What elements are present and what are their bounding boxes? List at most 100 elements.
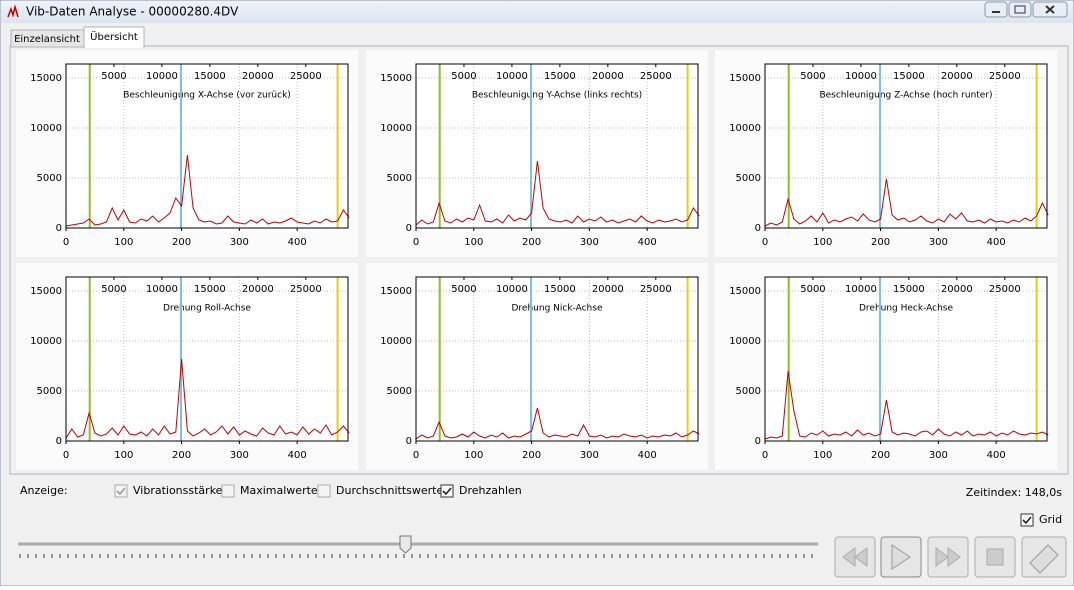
- x-tick-label: 0: [762, 237, 768, 248]
- plot-frame: [65, 276, 349, 442]
- x2-tick-label: 15000: [544, 284, 576, 295]
- x2-tick-label: 15000: [194, 284, 226, 295]
- y-tick-label: 0: [755, 223, 761, 234]
- grid-checkbox[interactable]: [1020, 513, 1034, 527]
- plot-frame: [415, 63, 699, 229]
- plot-frame: [415, 276, 699, 442]
- x2-tick-label: 20000: [242, 284, 274, 295]
- x-tick-label: 400: [987, 450, 1006, 461]
- checkbox: [114, 484, 128, 498]
- chart-title: Beschleunigung Z-Achse (hoch runter): [819, 91, 992, 101]
- x-tick-label: 0: [413, 237, 419, 248]
- x-tick-label: 400: [288, 237, 307, 248]
- x-tick-label: 100: [114, 450, 133, 461]
- x-tick-label: 100: [114, 237, 133, 248]
- y-tick-label: 10000: [729, 336, 761, 347]
- y-tick-label: 5000: [387, 173, 412, 184]
- y-tick-label: 15000: [380, 73, 412, 84]
- x2-tick-label: 10000: [496, 71, 528, 82]
- check-mark: [442, 487, 452, 496]
- data-line: [415, 160, 700, 226]
- y-tick-label: 0: [406, 436, 412, 447]
- plot-area: [765, 64, 1047, 228]
- x-tick-label: 200: [172, 450, 191, 461]
- close-icon: [1045, 5, 1055, 14]
- data-line: [65, 358, 350, 439]
- x2-tick-label: 15000: [544, 71, 576, 82]
- x2-tick-label: 25000: [290, 284, 322, 295]
- x-tick-label: 100: [813, 237, 832, 248]
- checkbox-label: Vibrationsstärke: [133, 484, 223, 497]
- data-line: [764, 178, 1049, 227]
- x2-tick-label: 25000: [640, 284, 672, 295]
- x-tick-label: 400: [638, 237, 657, 248]
- y-tick-label: 0: [56, 223, 62, 234]
- x-tick-label: 300: [929, 450, 948, 461]
- x2-tick-label: 5000: [451, 284, 476, 295]
- x-tick-label: 200: [172, 237, 191, 248]
- next-button[interactable]: [927, 536, 969, 578]
- y-tick-label: 0: [406, 223, 412, 234]
- x2-tick-label: 25000: [290, 71, 322, 82]
- y-tick-label: 15000: [30, 286, 62, 297]
- x-tick-label: 400: [987, 237, 1006, 248]
- x-tick-label: 100: [464, 450, 483, 461]
- data-line: [415, 407, 700, 440]
- x-tick-label: 100: [464, 237, 483, 248]
- clear-button[interactable]: [1021, 536, 1067, 578]
- x-tick-label: 100: [813, 450, 832, 461]
- slider-ticks: [19, 554, 813, 558]
- x-tick-label: 300: [929, 237, 948, 248]
- app-icon: [7, 4, 19, 18]
- x-tick-label: 300: [580, 237, 599, 248]
- slider-thumb[interactable]: [399, 535, 412, 554]
- x2-tick-label: 5000: [451, 71, 476, 82]
- plot-area: [416, 64, 698, 228]
- chart-title: Drehung Nick-Achse: [512, 304, 603, 314]
- x2-tick-label: 5000: [800, 284, 825, 295]
- chart-title: Drehung Roll-Achse: [163, 304, 251, 314]
- plot-frame: [764, 63, 1048, 229]
- y-tick-label: 0: [755, 436, 761, 447]
- y-tick-label: 5000: [736, 173, 761, 184]
- y-tick-label: 15000: [729, 73, 761, 84]
- check-mark: [1022, 516, 1032, 525]
- maximize-icon: [1014, 5, 1026, 14]
- plot-area: [66, 64, 348, 228]
- x-tick-label: 0: [413, 450, 419, 461]
- x2-tick-label: 20000: [592, 284, 624, 295]
- chart-title: Drehung Heck-Achse: [859, 304, 954, 314]
- y-tick-label: 10000: [729, 123, 761, 134]
- x-tick-label: 0: [63, 450, 69, 461]
- prev-button[interactable]: [834, 536, 876, 578]
- x2-tick-label: 20000: [592, 71, 624, 82]
- data-line: [65, 154, 350, 227]
- minimize-button[interactable]: [984, 1, 1008, 18]
- checkbox[interactable]: [440, 484, 454, 498]
- x2-tick-label: 25000: [640, 71, 672, 82]
- x2-tick-label: 20000: [941, 284, 973, 295]
- y-tick-label: 5000: [37, 386, 62, 397]
- x2-tick-label: 15000: [893, 284, 925, 295]
- tab-label: Übersicht: [90, 30, 138, 43]
- y-tick-label: 10000: [30, 336, 62, 347]
- y-tick-label: 10000: [380, 123, 412, 134]
- checkbox-label: Durchschnittswerte: [336, 484, 443, 497]
- x2-tick-label: 20000: [941, 71, 973, 82]
- x2-tick-label: 25000: [989, 71, 1021, 82]
- x-tick-label: 0: [63, 237, 69, 248]
- x-tick-label: 400: [288, 450, 307, 461]
- y-tick-label: 15000: [380, 286, 412, 297]
- y-tick-label: 0: [56, 436, 62, 447]
- tab-label: Einzelansicht: [14, 34, 80, 45]
- x-tick-label: 300: [580, 450, 599, 461]
- maximize-button[interactable]: [1008, 1, 1032, 18]
- play-button[interactable]: [880, 536, 922, 578]
- x-tick-label: 0: [762, 450, 768, 461]
- anzeige-label: Anzeige:: [20, 484, 68, 497]
- zeitindex: Zeitindex: 148,0s: [966, 486, 1062, 499]
- x2-tick-label: 5000: [101, 71, 126, 82]
- stop-button[interactable]: [974, 536, 1016, 578]
- checkbox: [221, 484, 235, 498]
- x2-tick-label: 5000: [800, 71, 825, 82]
